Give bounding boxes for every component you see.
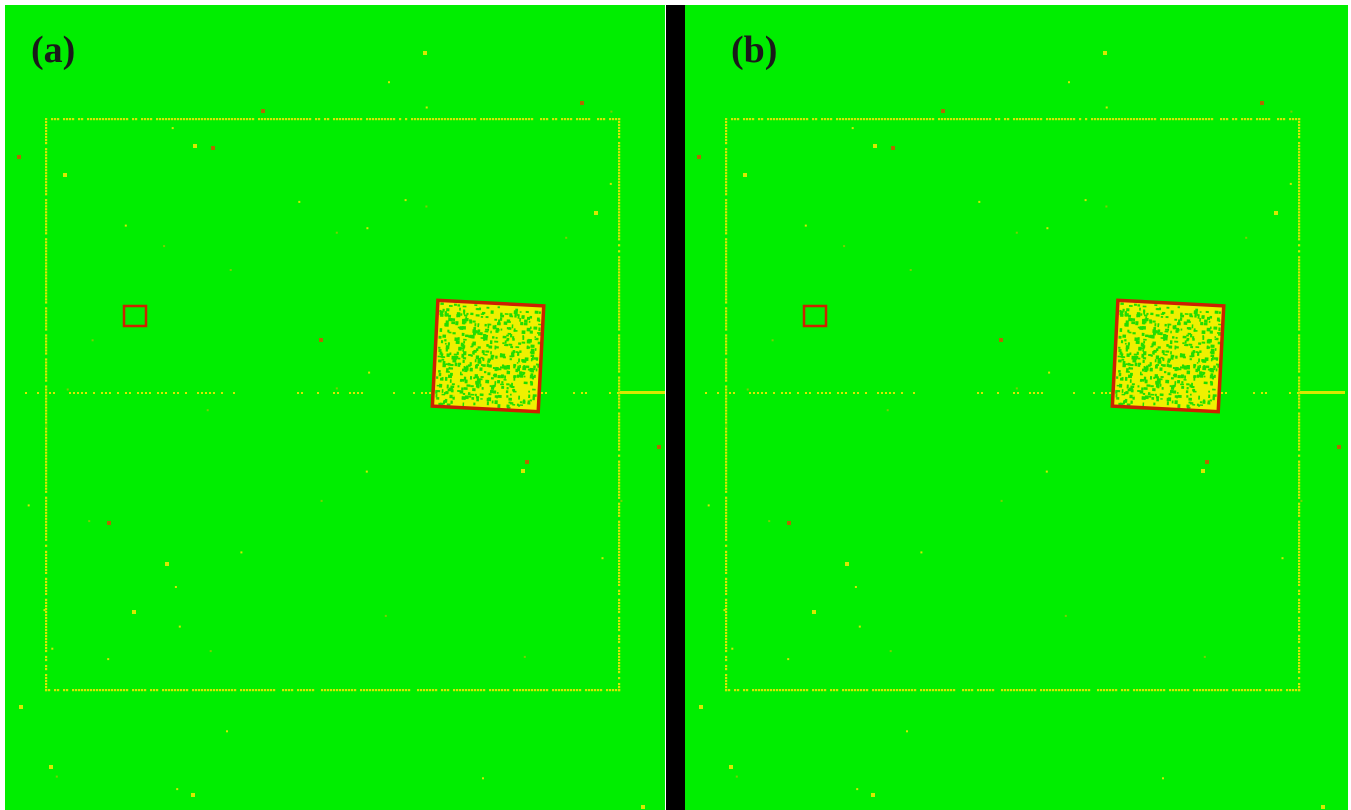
- defect-box: [1110, 298, 1226, 414]
- defect-noise: [435, 302, 542, 410]
- panel-b-label: (b): [731, 29, 778, 71]
- panel-b: (b): [685, 5, 1348, 810]
- defect-region: [430, 298, 546, 414]
- panel-divider: [666, 5, 685, 810]
- defect-box: [430, 298, 546, 414]
- scan-line: [705, 391, 1345, 394]
- panel-a-image: [17, 51, 665, 809]
- panel-a-label: (a): [31, 29, 76, 71]
- defect-region: [1110, 298, 1226, 414]
- specks: [17, 51, 661, 809]
- scan-line: [25, 391, 665, 394]
- panel-b-image: [697, 51, 1345, 809]
- specimen-frame: [45, 118, 621, 692]
- small-roi-box: [802, 304, 828, 328]
- defect-noise: [1115, 302, 1222, 410]
- specimen-frame: [725, 118, 1301, 692]
- small-roi-box: [122, 304, 148, 328]
- specks: [697, 51, 1341, 809]
- panel-a: (a): [5, 5, 665, 810]
